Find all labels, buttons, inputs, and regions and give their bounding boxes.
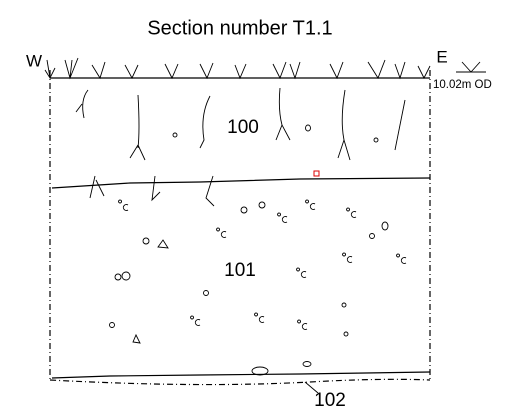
east-label: E (436, 47, 447, 66)
chalk-symbols (118, 199, 407, 330)
west-label: W (26, 51, 42, 70)
layer-label: 100 (227, 117, 259, 138)
title: Section number T1.1 (147, 17, 332, 39)
turf (44, 57, 431, 80)
datum-symbol (456, 61, 486, 73)
layer-label: 101 (224, 260, 256, 281)
stones (109, 124, 389, 376)
roots (75, 87, 406, 207)
layer-label: 102 (314, 390, 346, 411)
datum-label: 10.02m OD (433, 79, 492, 91)
